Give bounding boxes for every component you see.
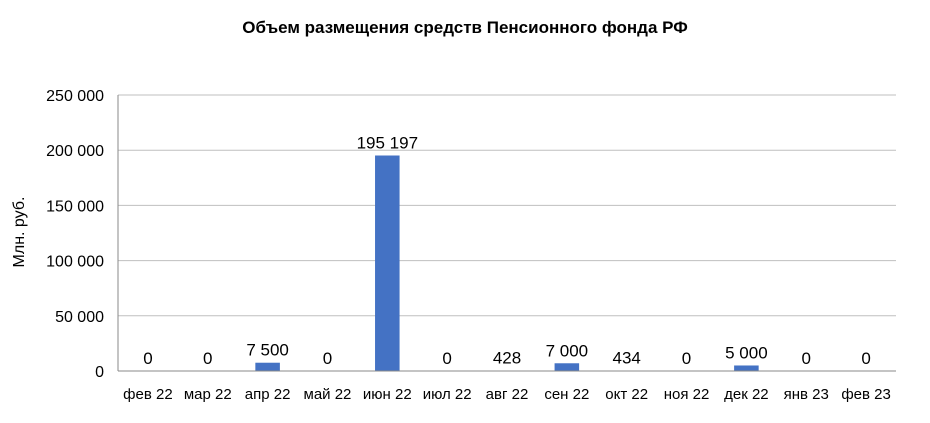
data-label: 0: [861, 349, 870, 368]
x-tick-label: дек 22: [724, 386, 769, 403]
x-tick-label: фев 22: [123, 386, 173, 403]
data-label: 0: [203, 349, 212, 368]
y-tick-label: 150 000: [46, 198, 104, 215]
gridlines: [118, 94, 896, 317]
x-tick-label: сен 22: [544, 386, 589, 403]
x-tick-label: окт 22: [605, 386, 648, 403]
bars: [255, 155, 759, 372]
data-label: 5 000: [725, 343, 768, 362]
bar: [734, 365, 759, 371]
x-tick-label: авг 22: [486, 386, 529, 403]
x-tick-label: фев 23: [841, 386, 891, 403]
data-label: 434: [613, 349, 641, 368]
y-tick-label: 0: [95, 364, 104, 381]
y-tick-label: 200 000: [46, 143, 104, 160]
x-tick-label: май 22: [304, 386, 352, 403]
y-tick-label: 100 000: [46, 254, 104, 271]
data-label: 0: [323, 349, 332, 368]
x-tick-label: янв 23: [784, 386, 829, 403]
x-tick-label: июл 22: [423, 386, 472, 403]
data-label: 195 197: [357, 134, 418, 153]
bar: [255, 362, 280, 371]
axes: [117, 95, 896, 372]
y-tick-label: 250 000: [46, 88, 104, 105]
data-label: 0: [442, 349, 451, 368]
data-label: 7 000: [546, 341, 589, 360]
bar: [554, 363, 580, 371]
data-label: 0: [682, 349, 691, 368]
data-label: 0: [143, 349, 152, 368]
labels: 0 50 000 100 000 150 000 200 000 250 000 фев 2…: [46, 88, 891, 403]
y-tick-label: 50 000: [55, 309, 104, 326]
data-label: 428: [493, 349, 521, 368]
x-tick-label: апр 22: [245, 386, 291, 403]
chart-title: Объем размещения средств Пенсионного фон…: [242, 18, 688, 37]
y-axis-title: Млн. руб.: [11, 197, 28, 268]
bar: [375, 155, 400, 371]
x-tick-label: июн 22: [363, 386, 412, 403]
x-tick-label: мар 22: [184, 386, 232, 403]
data-label: 0: [801, 349, 810, 368]
x-tick-label: ноя 22: [664, 386, 710, 403]
data-label: 7 500: [246, 341, 289, 360]
